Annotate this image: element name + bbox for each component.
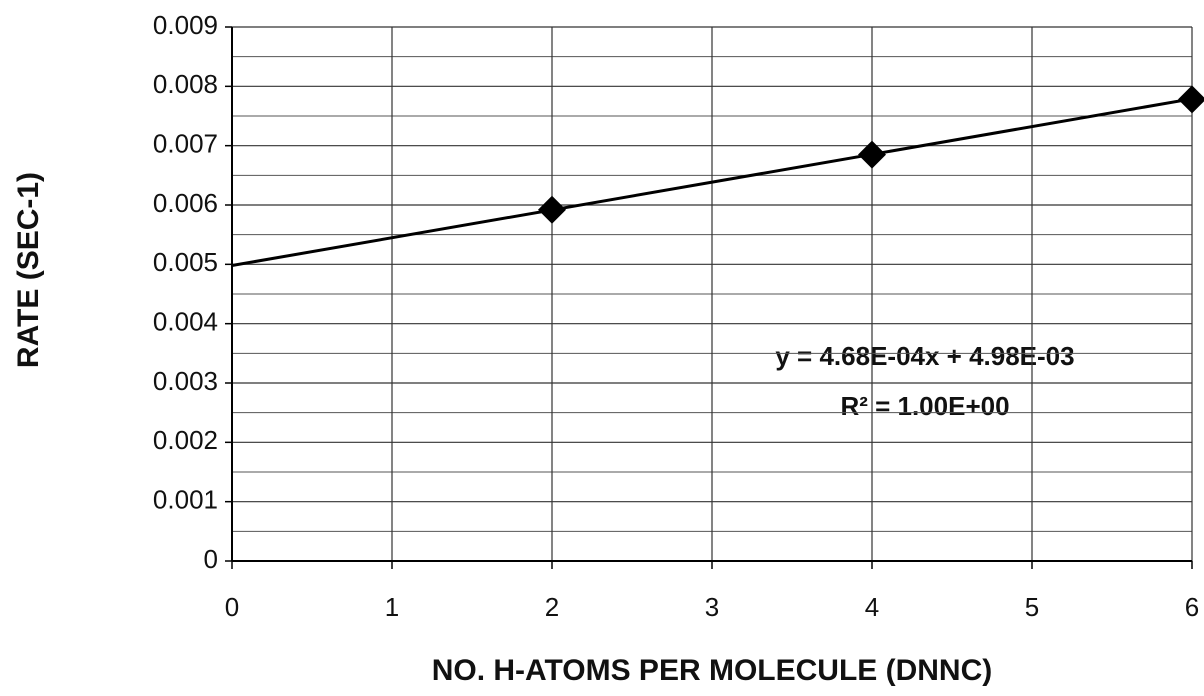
y-tick-label: 0.008 [153,69,218,99]
point [1178,85,1204,114]
y-tick-label: 0.004 [153,307,218,337]
y-tick-label: 0.009 [153,10,218,40]
y-axis-title: RATE (SEC-1) [12,172,45,368]
x-tick-label: 5 [1025,592,1039,622]
x-tick-label: 0 [225,592,239,622]
x-tick-label: 2 [545,592,559,622]
y-tick-label: 0.003 [153,366,218,396]
y-tick-label: 0.005 [153,247,218,277]
point [538,195,566,224]
y-tick-label: 0.001 [153,485,218,515]
x-tick-label: 6 [1185,592,1199,622]
point [858,140,886,169]
x-axis-title: NO. H-ATOMS PER MOLECULE (DNNC) [432,654,993,687]
y-tick-label: 0.007 [153,129,218,159]
trend-equation: y = 4.68E-04x + 4.98E-03 [775,341,1074,371]
trendline [231,97,1193,267]
y-tick-label: 0.006 [153,188,218,218]
y-tick-label: 0 [204,544,218,574]
x-tick-label: 3 [705,592,719,622]
r-squared: R² = 1.00E+00 [840,391,1009,421]
x-tick-label: 4 [865,592,879,622]
x-tick-label: 1 [385,592,399,622]
y-tick-label: 0.002 [153,425,218,455]
